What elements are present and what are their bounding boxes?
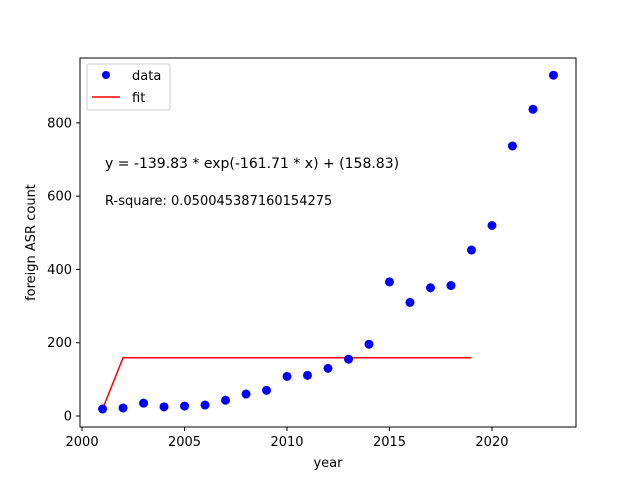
- r-square-annotation: R-square: 0.050045387160154275: [105, 194, 332, 209]
- x-tick-label: 2015: [373, 435, 406, 450]
- x-axis-ticks: 2000 2005 2010 2015 2020: [66, 427, 509, 450]
- legend-label-fit: fit: [132, 91, 145, 106]
- x-tick-label: 2010: [270, 435, 303, 450]
- legend-marker-data: [102, 71, 110, 79]
- data-point: [241, 389, 251, 399]
- fit-line: [101, 357, 472, 410]
- y-axis-ticks: 0 200 400 600 800: [47, 116, 80, 425]
- fit-series: [101, 357, 472, 410]
- data-point: [200, 400, 210, 410]
- data-point: [303, 370, 312, 380]
- data-point: [507, 141, 517, 151]
- data-point: [262, 385, 272, 395]
- data-point: [364, 339, 374, 349]
- y-tick-label: 400: [47, 263, 72, 278]
- data-point: [487, 220, 497, 230]
- legend-label-data: data: [132, 69, 161, 84]
- x-tick-label: 2005: [168, 435, 201, 450]
- data-point: [384, 277, 394, 287]
- data-point: [118, 403, 128, 413]
- y-tick-label: 600: [47, 190, 72, 205]
- y-tick-label: 0: [64, 410, 72, 425]
- y-axis-label: foreign ASR count: [24, 184, 39, 301]
- data-point: [221, 395, 231, 405]
- plot-frame: [79, 57, 577, 428]
- x-tick-label: 2020: [475, 435, 508, 450]
- y-tick-label: 800: [47, 116, 72, 131]
- data-point: [466, 245, 476, 255]
- y-tick-label: 200: [47, 336, 72, 351]
- legend: data fit: [86, 63, 171, 111]
- data-point: [139, 398, 149, 408]
- data-point: [528, 104, 538, 114]
- data-point: [425, 283, 435, 293]
- data-point: [548, 70, 558, 80]
- data-point: [98, 404, 108, 414]
- data-point: [323, 363, 333, 373]
- data-series: [98, 70, 558, 414]
- data-point: [159, 402, 169, 412]
- equation-annotation: y = -139.83 * exp(-161.71 * x) + (158.83…: [105, 156, 399, 172]
- data-point: [282, 371, 292, 381]
- data-point: [344, 354, 353, 364]
- x-tick-label: 2000: [66, 435, 99, 450]
- data-point: [446, 281, 456, 291]
- x-axis-label: year: [313, 456, 343, 471]
- data-point: [180, 401, 190, 411]
- data-point: [405, 297, 415, 307]
